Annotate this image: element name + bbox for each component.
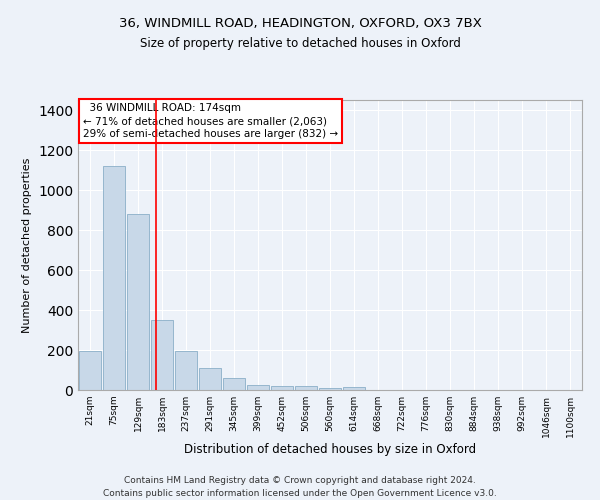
Bar bbox=[319, 388, 341, 390]
Bar bbox=[103, 166, 125, 390]
Text: Contains HM Land Registry data © Crown copyright and database right 2024.
Contai: Contains HM Land Registry data © Crown c… bbox=[103, 476, 497, 498]
Bar bbox=[247, 385, 269, 390]
Bar bbox=[343, 387, 365, 390]
Bar bbox=[271, 386, 293, 390]
Bar bbox=[127, 214, 149, 390]
Bar bbox=[151, 320, 173, 390]
Y-axis label: Number of detached properties: Number of detached properties bbox=[22, 158, 32, 332]
Bar bbox=[199, 368, 221, 390]
Text: 36 WINDMILL ROAD: 174sqm  
← 71% of detached houses are smaller (2,063)
29% of s: 36 WINDMILL ROAD: 174sqm ← 71% of detach… bbox=[83, 103, 338, 140]
Bar bbox=[175, 351, 197, 390]
X-axis label: Distribution of detached houses by size in Oxford: Distribution of detached houses by size … bbox=[184, 442, 476, 456]
Text: Size of property relative to detached houses in Oxford: Size of property relative to detached ho… bbox=[140, 38, 460, 51]
Bar bbox=[295, 386, 317, 390]
Bar bbox=[79, 351, 101, 390]
Bar bbox=[223, 378, 245, 390]
Text: 36, WINDMILL ROAD, HEADINGTON, OXFORD, OX3 7BX: 36, WINDMILL ROAD, HEADINGTON, OXFORD, O… bbox=[119, 18, 481, 30]
